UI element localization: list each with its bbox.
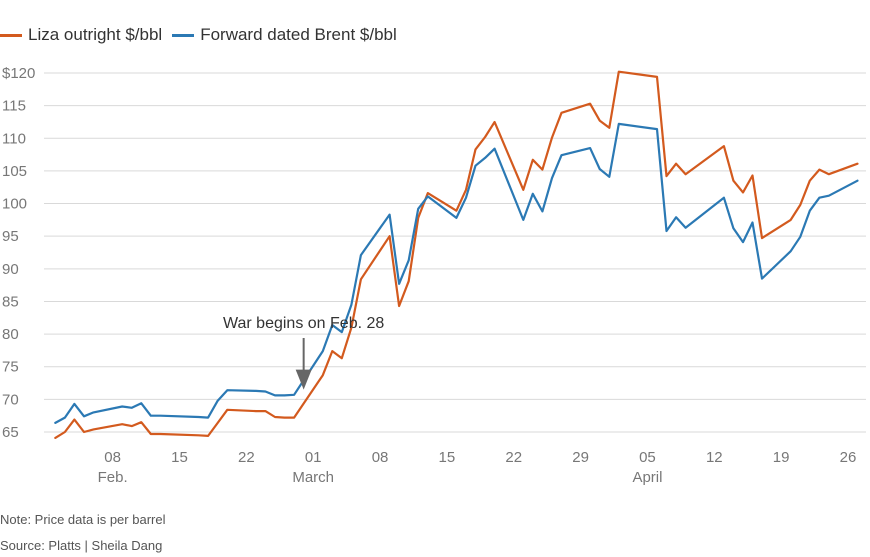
- x-tick-label: 22: [505, 449, 522, 466]
- x-tick-label: 19: [773, 449, 790, 466]
- x-axis: 08 Feb. 15 22 01 March 08 15 22 29 05 April 12 19 26: [98, 449, 857, 486]
- y-tick-label: 100: [2, 196, 27, 213]
- x-tick-label: 26: [840, 449, 857, 466]
- series-line-brent: [54, 122, 859, 424]
- legend-swatch-liza: [0, 33, 22, 37]
- x-tick-label: 22: [238, 449, 255, 466]
- x-tick-label: 01: [305, 449, 322, 466]
- legend-item-liza: Liza outright $/bbl: [0, 25, 162, 45]
- x-tick-label: 08: [372, 449, 389, 466]
- y-tick-label: 90: [2, 261, 19, 278]
- series-lines: [54, 70, 859, 439]
- x-tick-label: 15: [439, 449, 456, 466]
- legend-item-brent: Forward dated Brent $/bbl: [172, 25, 397, 45]
- legend-label-brent: Forward dated Brent $/bbl: [200, 25, 397, 44]
- x-month-label: April: [632, 469, 662, 486]
- legend-swatch-brent: [172, 33, 195, 37]
- y-axis: 65 70 75 80 85 90 95 100 105 110 115 $120: [2, 65, 35, 441]
- x-tick-label: 15: [171, 449, 188, 466]
- y-tick-label: 70: [2, 391, 19, 408]
- y-tick-label: 95: [2, 228, 19, 245]
- annotation-layer: War begins on Feb. 28: [223, 315, 384, 390]
- y-tick-label: 80: [2, 326, 19, 343]
- y-tick-label: 110: [2, 130, 26, 147]
- y-tick-label: 105: [2, 163, 27, 180]
- chart-legend: Liza outright $/bbl Forward dated Brent …: [0, 22, 407, 48]
- y-tick-label: 115: [2, 98, 26, 115]
- line-chart: 65 70 75 80 85 90 95 100 105 110 115 $120 08 Feb. 15 2…: [2, 65, 866, 486]
- chart-source: Source: Platts | Sheila Dang: [0, 538, 163, 553]
- x-month-label: March: [292, 469, 334, 486]
- y-tick-label: 65: [2, 424, 19, 441]
- series-line-liza: [54, 70, 859, 439]
- annotation-text: War begins on Feb. 28: [223, 315, 384, 332]
- x-tick-label: 05: [639, 449, 656, 466]
- x-tick-label: 29: [572, 449, 589, 466]
- y-tick-label: $120: [2, 65, 35, 82]
- x-tick-label: 12: [706, 449, 723, 466]
- gridlines: [44, 72, 866, 433]
- chart-note: Note: Price data is per barrel: [0, 512, 166, 527]
- annotation-arrow-head: [295, 369, 312, 390]
- y-tick-label: 85: [2, 293, 19, 310]
- x-tick-label: 08: [104, 449, 121, 466]
- x-month-label: Feb.: [98, 469, 128, 486]
- y-tick-label: 75: [2, 359, 19, 376]
- legend-label-liza: Liza outright $/bbl: [28, 25, 163, 44]
